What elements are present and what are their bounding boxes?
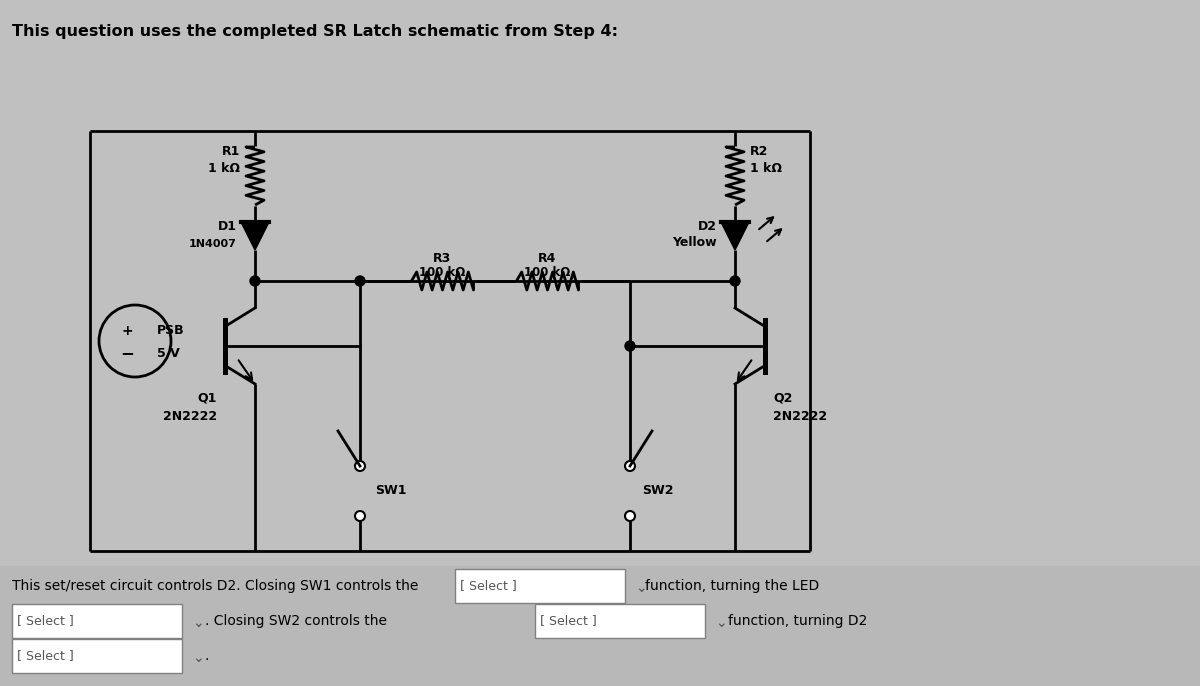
Text: 1 kΩ: 1 kΩ: [750, 161, 782, 174]
Text: function, turning D2: function, turning D2: [728, 614, 868, 628]
Text: ⌄: ⌄: [635, 581, 647, 595]
Text: R2: R2: [750, 145, 768, 158]
Circle shape: [355, 461, 365, 471]
Text: 100 kΩ: 100 kΩ: [524, 266, 571, 279]
Text: This set/reset circuit controls D2. Closing SW1 controls the: This set/reset circuit controls D2. Clos…: [12, 579, 422, 593]
Circle shape: [355, 276, 365, 286]
Text: D1: D1: [218, 220, 236, 233]
Polygon shape: [721, 222, 749, 250]
Text: [ Select ]: [ Select ]: [460, 580, 517, 593]
FancyBboxPatch shape: [455, 569, 625, 603]
Circle shape: [625, 511, 635, 521]
Text: 1 kΩ: 1 kΩ: [208, 161, 240, 174]
Text: Q2: Q2: [773, 392, 792, 405]
Text: [ Select ]: [ Select ]: [17, 650, 73, 663]
Text: 100 kΩ: 100 kΩ: [419, 266, 466, 279]
Text: PSB: PSB: [157, 324, 185, 338]
FancyBboxPatch shape: [12, 639, 182, 673]
Text: ⌄: ⌄: [192, 616, 204, 630]
Text: This question uses the completed SR Latch schematic from Step 4:: This question uses the completed SR Latc…: [12, 23, 618, 38]
Circle shape: [625, 461, 635, 471]
Text: −: −: [120, 344, 134, 362]
Text: D2: D2: [698, 220, 718, 233]
Text: +: +: [121, 324, 133, 338]
Text: ⌄: ⌄: [192, 651, 204, 665]
Text: Q1: Q1: [198, 392, 217, 405]
Text: 2N2222: 2N2222: [163, 410, 217, 423]
Text: [ Select ]: [ Select ]: [17, 615, 73, 628]
Text: [ Select ]: [ Select ]: [540, 615, 596, 628]
Text: . Closing SW2 controls the: . Closing SW2 controls the: [205, 614, 391, 628]
Text: R4: R4: [539, 252, 557, 265]
FancyBboxPatch shape: [535, 604, 706, 638]
Text: 2N2222: 2N2222: [773, 410, 827, 423]
Text: R1: R1: [222, 145, 240, 158]
Text: .: .: [205, 649, 209, 663]
Circle shape: [730, 276, 740, 286]
Text: 5 V: 5 V: [157, 346, 180, 359]
Circle shape: [250, 276, 260, 286]
Polygon shape: [241, 222, 269, 250]
Text: 1N4007: 1N4007: [190, 239, 236, 249]
Circle shape: [355, 511, 365, 521]
Text: SW2: SW2: [642, 484, 673, 497]
Text: function, turning the LED: function, turning the LED: [646, 579, 820, 593]
Bar: [0, 566, 1200, 686]
Text: R3: R3: [433, 252, 451, 265]
Circle shape: [625, 341, 635, 351]
FancyBboxPatch shape: [12, 604, 182, 638]
Text: ⌄: ⌄: [715, 616, 727, 630]
Text: Yellow: Yellow: [672, 235, 718, 248]
Text: SW1: SW1: [374, 484, 407, 497]
